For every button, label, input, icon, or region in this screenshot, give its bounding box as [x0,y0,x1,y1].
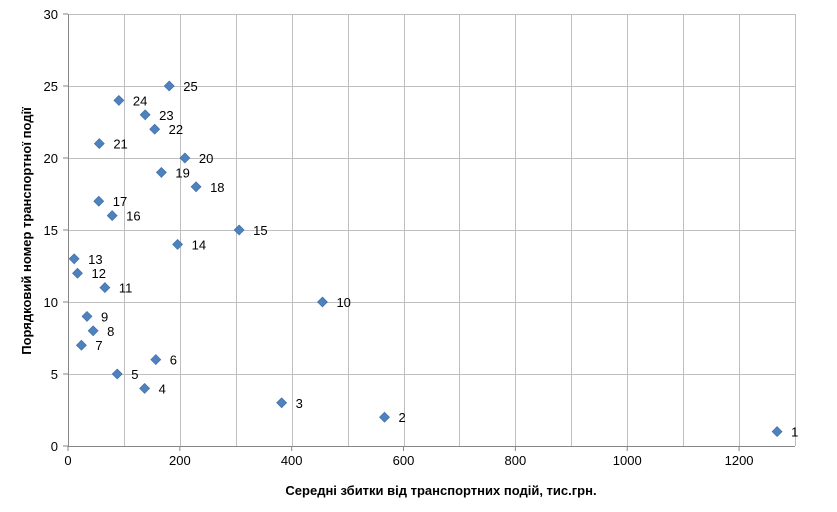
point-label-13: 13 [88,252,102,267]
data-point-12 [72,267,83,279]
point-label-24: 24 [133,93,147,108]
data-point-16 [106,210,118,222]
y-tick-label: 10 [44,295,58,310]
point-label-20: 20 [199,151,213,166]
data-points [68,80,783,438]
point-label-11: 11 [119,281,133,296]
data-point-25 [163,80,175,92]
data-point-4 [139,382,151,394]
x-axis-title: Середні збитки від транспортних подій, т… [285,483,596,498]
data-point-19 [155,166,167,178]
data-point-5 [111,368,123,380]
point-label-6: 6 [170,353,177,368]
point-label-15: 15 [253,223,267,238]
y-tick-label: 0 [51,439,58,454]
point-label-21: 21 [113,137,127,152]
data-point-7 [75,339,87,351]
point-label-9: 9 [101,309,108,324]
data-point-14 [172,238,184,250]
data-point-23 [139,109,151,121]
data-point-6 [150,354,162,366]
x-tick-label: 0 [64,453,71,468]
point-label-19: 19 [175,165,189,180]
point-label-12: 12 [92,266,106,281]
x-tick-label: 800 [505,453,527,468]
x-tick-label: 200 [169,453,191,468]
data-point-24 [113,94,125,106]
y-axis-title: Порядковий номер транспортної події [19,107,34,355]
point-label-23: 23 [159,108,173,123]
data-point-10 [317,296,328,308]
y-tick-label: 25 [44,79,58,94]
point-label-14: 14 [192,237,206,252]
data-point-22 [149,123,161,135]
y-tick-label: 5 [51,367,58,382]
point-labels: 1234567891011121314151617181920212223242… [88,79,798,440]
point-label-2: 2 [399,410,406,425]
data-point-18 [190,181,202,193]
grid-lines [68,14,796,446]
point-label-1: 1 [791,425,798,440]
y-tick-label: 30 [44,7,58,22]
y-tick-label: 20 [44,151,58,166]
axes [63,13,795,451]
point-label-8: 8 [107,324,114,339]
point-label-3: 3 [296,396,303,411]
data-point-17 [93,195,105,207]
data-point-3 [276,397,288,409]
data-point-9 [81,310,93,322]
point-label-7: 7 [95,338,102,353]
data-point-13 [68,253,80,265]
data-point-15 [233,224,245,236]
x-tick-label: 1000 [613,453,642,468]
point-label-17: 17 [113,194,127,209]
data-point-1 [771,426,783,438]
x-tick-label: 400 [281,453,303,468]
point-label-10: 10 [336,295,350,310]
point-label-18: 18 [210,180,224,195]
point-label-4: 4 [159,381,166,396]
data-point-2 [379,411,390,423]
point-label-16: 16 [126,209,140,224]
point-label-25: 25 [183,79,197,94]
y-tick-label: 15 [44,223,58,238]
point-label-22: 22 [169,122,183,137]
data-point-20 [179,152,191,164]
data-point-21 [93,138,105,150]
x-tick-label: 1200 [725,453,754,468]
data-point-8 [87,325,99,337]
data-point-11 [99,282,111,294]
point-label-5: 5 [131,367,138,382]
x-tick-label: 600 [393,453,415,468]
